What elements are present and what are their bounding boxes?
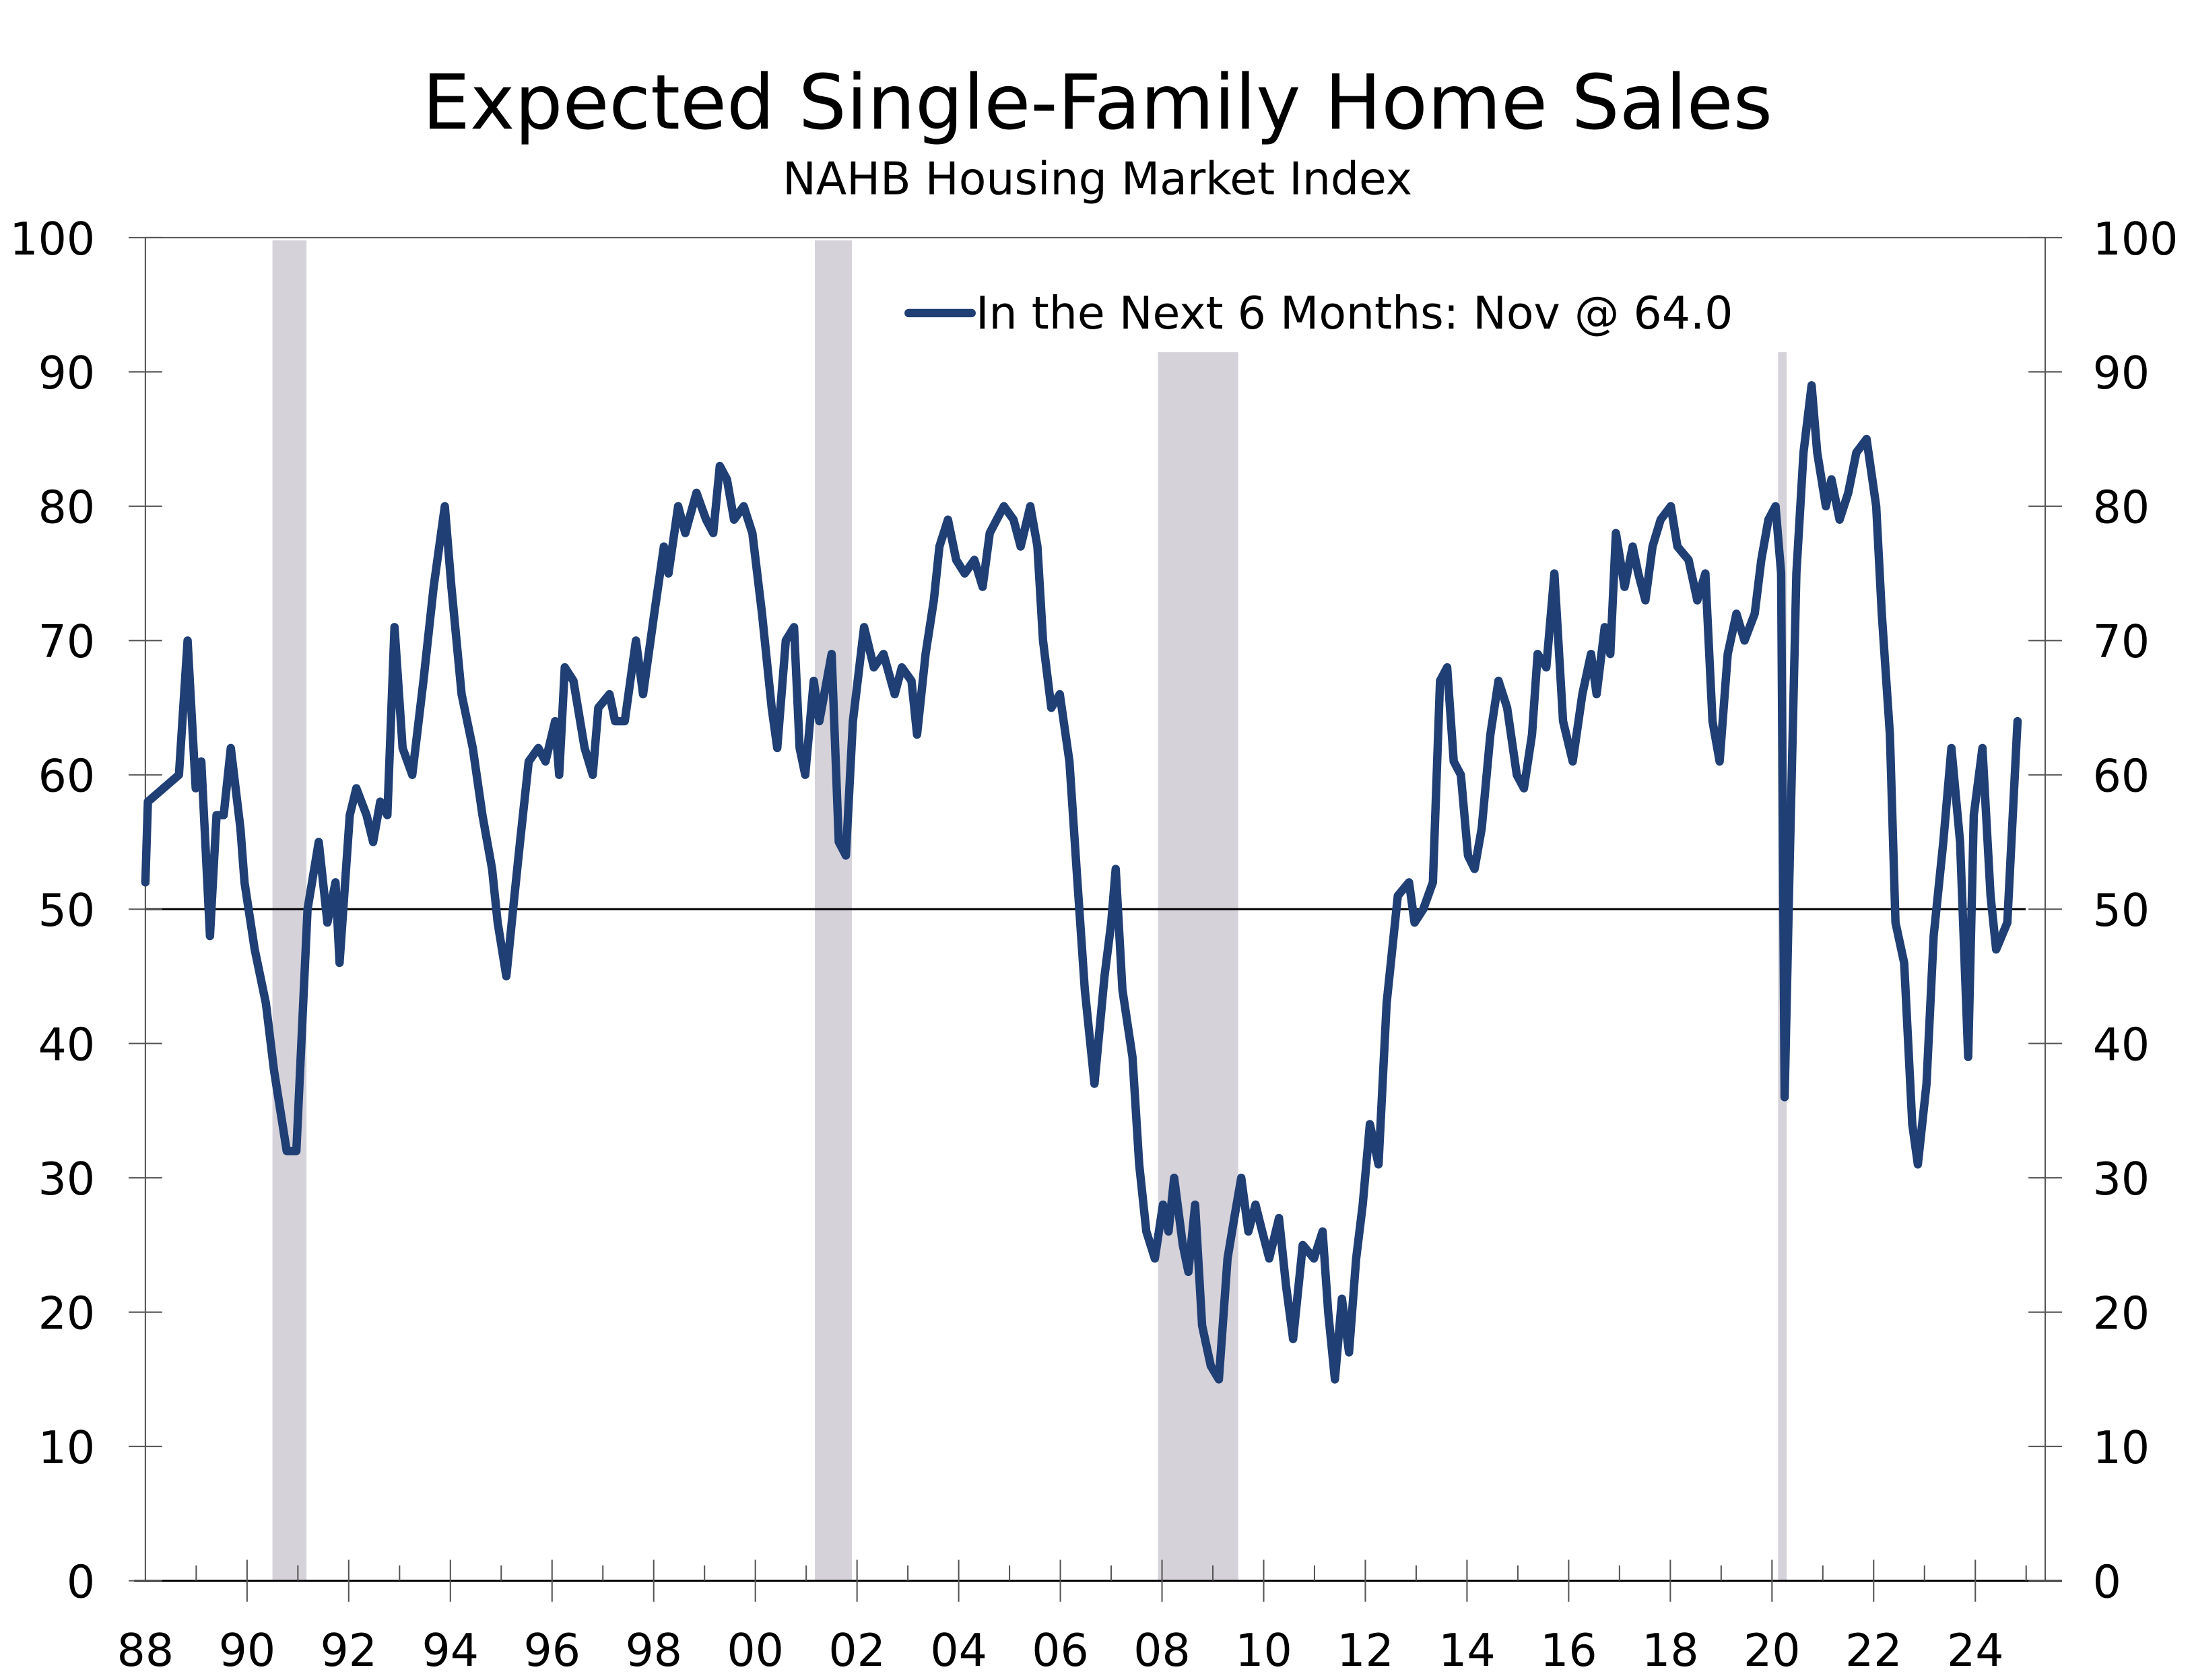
- y-tick-label-right: 70: [2093, 615, 2150, 668]
- x-tick-label: 02: [828, 1624, 886, 1677]
- y-tick-label-left: 50: [38, 884, 96, 937]
- chart-title: Expected Single-Family Home Sales: [422, 59, 1772, 147]
- y-tick-label-left: 90: [38, 347, 96, 399]
- x-tick-label: 98: [625, 1624, 682, 1677]
- x-tick-label: 06: [1032, 1624, 1089, 1677]
- y-tick-label-right: 10: [2093, 1421, 2150, 1474]
- x-tick-label: 24: [1947, 1624, 2004, 1677]
- x-tick-label: 18: [1642, 1624, 1699, 1677]
- y-tick-label-right: 100: [2093, 213, 2179, 265]
- chart-subtitle: NAHB Housing Market Index: [783, 153, 1412, 205]
- x-tick-label: 94: [422, 1624, 479, 1677]
- recession-band: [814, 240, 853, 1581]
- x-tick-label: 90: [219, 1624, 276, 1677]
- y-tick-label-left: 10: [38, 1421, 96, 1474]
- series: [141, 381, 2022, 1384]
- x-tick-label: 00: [727, 1624, 784, 1677]
- x-tick-label: 22: [1845, 1624, 1902, 1677]
- x-tick-label: 96: [523, 1624, 580, 1677]
- x-tick-label: 14: [1438, 1624, 1496, 1677]
- x-tick-label: 10: [1235, 1624, 1292, 1677]
- y-tick-label-left: 70: [38, 615, 96, 668]
- x-tick-label: 20: [1743, 1624, 1801, 1677]
- y-tick-label-left: 20: [38, 1287, 96, 1340]
- recession-band: [1158, 240, 1238, 1581]
- y-tick-label-left: 60: [38, 750, 96, 803]
- y-tick-label-right: 60: [2093, 750, 2150, 803]
- y-tick-label-right: 80: [2093, 481, 2150, 534]
- x-tick-label: 16: [1540, 1624, 1597, 1677]
- y-tick-label-left: 100: [9, 213, 95, 265]
- y-tick-label-left: 80: [38, 481, 96, 534]
- legend-box: [894, 240, 1859, 353]
- y-tick-label-right: 0: [2093, 1556, 2121, 1609]
- y-tick-label-right: 40: [2093, 1019, 2150, 1071]
- recession-shading: [272, 240, 1787, 1581]
- x-tick-label: 88: [117, 1624, 174, 1677]
- y-tick-label-right: 30: [2093, 1153, 2150, 1205]
- x-tick-label: 12: [1337, 1624, 1394, 1677]
- y-tick-label-right: 20: [2093, 1287, 2150, 1340]
- y-tick-label-left: 30: [38, 1153, 96, 1205]
- x-tick-label: 04: [930, 1624, 987, 1677]
- x-tick-label: 92: [321, 1624, 378, 1677]
- y-tick-label-left: 0: [67, 1556, 95, 1609]
- legend: In the Next 6 Months: Nov @ 64.0: [904, 287, 1733, 339]
- recession-band: [272, 240, 307, 1581]
- series-line: [141, 381, 2022, 1384]
- y-tick-label-right: 50: [2093, 884, 2150, 937]
- x-tick-label: 08: [1133, 1624, 1191, 1677]
- legend-label: In the Next 6 Months: Nov @ 64.0: [976, 287, 1733, 339]
- y-tick-label-right: 90: [2093, 347, 2150, 399]
- y-tick-label-left: 40: [38, 1019, 96, 1071]
